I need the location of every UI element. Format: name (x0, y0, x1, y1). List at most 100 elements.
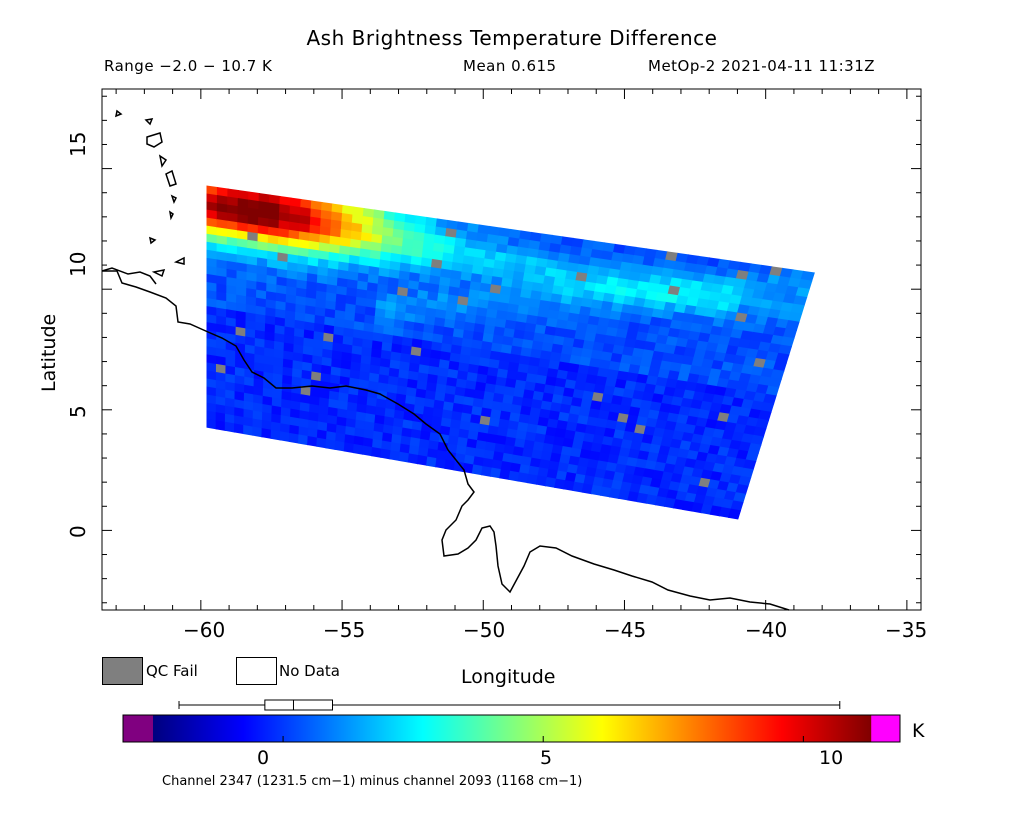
colorbar-segment (754, 715, 756, 742)
swath-pixel (258, 192, 271, 204)
swath-pixel (580, 398, 594, 410)
swath-pixel (591, 392, 605, 403)
colorbar-segment (487, 715, 489, 742)
swath-pixel (225, 317, 237, 328)
colorbar-segment (160, 715, 162, 742)
swath-pixel (400, 254, 413, 266)
swath-pixel (330, 219, 343, 231)
swath-pixel (610, 479, 624, 491)
swath-pixel (206, 402, 217, 414)
colorbar-segment (745, 715, 747, 742)
colorbar-segment (275, 715, 277, 742)
swath-pixel (268, 210, 281, 222)
swath-pixel (331, 358, 343, 370)
swath-pixel (262, 387, 274, 399)
swath-pixel (779, 267, 794, 279)
swath-pixel (386, 285, 400, 297)
colorbar-segment (468, 715, 470, 742)
swath-pixel (471, 464, 484, 476)
swath-pixel (379, 366, 391, 377)
swath-pixel (425, 216, 439, 228)
colorbar-segment (385, 715, 387, 742)
swath-pixel (477, 224, 491, 236)
colorbar-segment (690, 715, 692, 742)
swath-pixel (308, 240, 321, 252)
colorbar-segment (371, 715, 373, 742)
swath-pixel (560, 294, 574, 306)
swath-pixel (556, 260, 570, 272)
colorbar-segment (844, 715, 846, 742)
swath-pixel (487, 366, 500, 378)
swath-pixel (694, 264, 709, 275)
swath-pixel (554, 327, 568, 339)
colorbar-segment (307, 715, 309, 742)
colorbar-segment (573, 715, 575, 742)
swath-pixel (483, 449, 496, 461)
swath-pixel (503, 386, 516, 398)
swath-pixel (236, 246, 249, 258)
swath-pixel (737, 261, 753, 273)
swath-pixel (309, 216, 322, 228)
swath-pixel (754, 281, 769, 293)
swath-pixel (507, 303, 520, 315)
swath-pixel (623, 338, 638, 349)
swath-pixel (459, 354, 472, 366)
swath-pixel (572, 288, 586, 300)
swath-pixel (501, 277, 514, 289)
swath-pixel (560, 446, 574, 457)
swath-pixel (550, 234, 564, 246)
swath-pixel (702, 316, 716, 327)
colorbar-segment (518, 715, 520, 742)
swath-pixel (588, 408, 601, 420)
swath-pixel (345, 295, 358, 307)
swath-pixel (256, 281, 268, 293)
colorbar-segment (193, 715, 195, 742)
swath-pixel (499, 469, 512, 480)
colorbar-segment (527, 715, 529, 742)
swath-pixel (717, 258, 732, 270)
swath-pixel (482, 457, 495, 469)
swath-pixel (767, 377, 782, 389)
swath-pixel (234, 415, 245, 427)
swath-pixel (596, 460, 609, 472)
swath-pixel (644, 460, 658, 472)
colorbar-segment (292, 715, 294, 742)
colorbar-segment (694, 715, 696, 742)
colorbar-segment (294, 715, 296, 742)
swath-pixel (696, 298, 710, 310)
colorbar-segment (442, 715, 444, 742)
colorbar-segment (662, 715, 664, 742)
swath-pixel (576, 263, 591, 275)
colorbar-segment (192, 715, 194, 742)
colorbar-segment (234, 715, 236, 742)
swath-pixel (237, 214, 250, 225)
swath-pixel (451, 261, 464, 273)
colorbar-segment (301, 715, 303, 742)
swath-pixel (538, 408, 552, 420)
colorbar-segment (597, 715, 599, 742)
swath-pixel (611, 252, 625, 263)
swath-pixel (374, 307, 387, 319)
swath-pixel (457, 295, 470, 307)
colorbar-segment (628, 715, 630, 742)
swath-pixel (371, 225, 385, 237)
swath-pixel (539, 233, 554, 245)
swath-pixel (620, 481, 633, 493)
swath-pixel (350, 353, 363, 365)
swath-pixel (507, 420, 520, 432)
swath-pixel (614, 421, 628, 433)
swath-pixel (709, 436, 724, 448)
swath-pixel (307, 256, 320, 268)
colorbar-segment (208, 715, 210, 742)
colorbar-segment (829, 715, 831, 742)
colorbar-segment (752, 715, 754, 742)
swath-pixel (454, 312, 468, 323)
swath-pixel (583, 475, 596, 487)
swath-pixel (350, 230, 363, 242)
swath-pixel (754, 315, 769, 327)
swath-pixel (603, 427, 617, 439)
swath-pixel (725, 268, 740, 280)
swath-pixel (509, 353, 522, 365)
swath-pixel (671, 353, 685, 365)
swath-pixel (661, 267, 675, 279)
